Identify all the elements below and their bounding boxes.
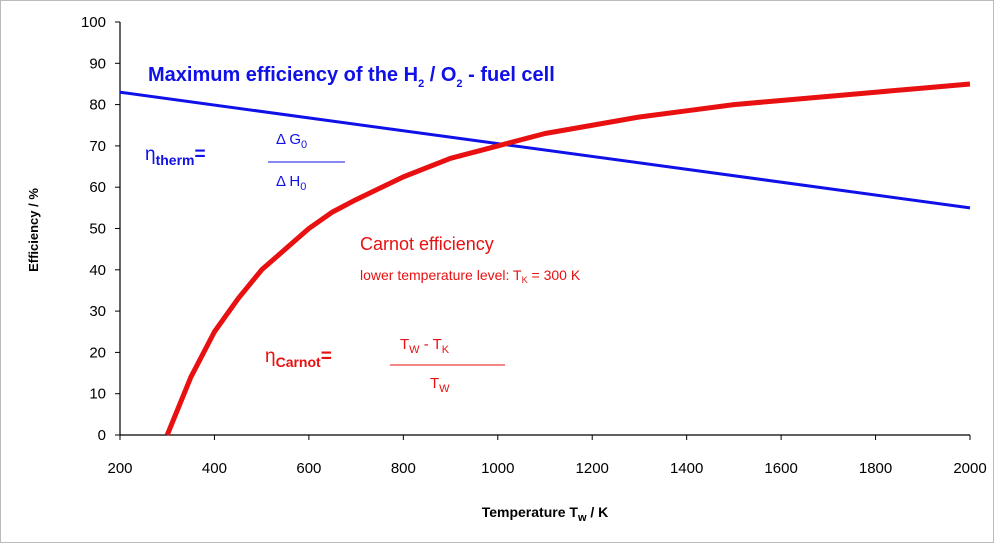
numerator: TW - TK (400, 336, 450, 356)
denominator: TW (430, 375, 450, 395)
x-label-part: / K (587, 504, 609, 520)
x-tick-label: 200 (107, 460, 132, 477)
y-tick-label: 10 (89, 386, 106, 403)
title-part: Maximum efficiency of the H (148, 64, 418, 86)
y-tick-label: 40 (89, 262, 106, 279)
eq: = (321, 346, 332, 367)
num-part: T (400, 336, 409, 353)
x-tick-label: 1800 (859, 460, 892, 477)
den-sub: 0 (300, 181, 306, 193)
therm-formula: ηtherm= Δ G0 Δ H0 (145, 131, 345, 193)
numerator: Δ G0 (276, 131, 307, 151)
series-line (119, 90, 971, 210)
y-tick-label: 90 (89, 55, 106, 72)
x-axis-label: Temperature Tw / K (482, 504, 609, 524)
title-part: - fuel cell (463, 64, 555, 86)
x-tick-label: 1400 (670, 460, 703, 477)
eta: η (145, 144, 156, 165)
y-tick-label: 100 (81, 14, 106, 31)
num-sub: W (409, 344, 420, 356)
num-part: - T (420, 336, 442, 353)
y-tick-label: 60 (89, 179, 106, 196)
x-label-part: Temperature T (482, 504, 579, 520)
y-tick-label: 30 (89, 303, 106, 320)
carnot-title: Carnot efficiency (360, 234, 494, 254)
y-tick-label: 50 (89, 221, 106, 238)
series-line (164, 81, 971, 436)
den-sub: W (439, 383, 450, 395)
x-tick-label: 1000 (481, 460, 514, 477)
note-part: lower temperature level: T (360, 267, 522, 283)
note-part: = 300 K (528, 267, 581, 283)
formula-lhs: ηCarnot= (265, 346, 332, 370)
den-part: T (430, 375, 439, 392)
num-sub: 0 (301, 139, 307, 151)
eq: = (194, 144, 205, 165)
eta-sub: Carnot (276, 354, 321, 370)
y-tick-label: 70 (89, 138, 106, 155)
title-part: / O (424, 64, 456, 86)
x-tick-label: 2000 (953, 460, 986, 477)
den-part: Δ H (276, 173, 300, 190)
y-tick-label: 80 (89, 97, 106, 114)
y-axis-label: Efficiency / % (26, 188, 41, 272)
x-tick-label: 600 (296, 460, 321, 477)
eta: η (265, 346, 276, 367)
x-label-sub: w (577, 512, 587, 524)
y-tick-label: 20 (89, 344, 106, 361)
formula-lhs: ηtherm= (145, 144, 206, 168)
y-tick-label: 0 (98, 427, 106, 444)
title-sub: 2 (418, 78, 424, 90)
num-sub: K (442, 344, 450, 356)
title-sub: 2 (456, 78, 462, 90)
note-sub: K (522, 275, 528, 285)
x-tick-label: 1200 (576, 460, 609, 477)
chart-title: Maximum efficiency of the H2 / O2 - fuel… (148, 64, 555, 90)
carnot-note: lower temperature level: TK = 300 K (360, 267, 581, 285)
num-part: Δ G (276, 131, 301, 148)
eta-sub: therm (156, 152, 195, 168)
denominator: Δ H0 (276, 173, 306, 193)
x-tick-label: 800 (391, 460, 416, 477)
x-tick-label: 1600 (764, 460, 797, 477)
x-tick-label: 400 (202, 460, 227, 477)
carnot-annotations: Carnot efficiency lower temperature leve… (265, 234, 581, 395)
